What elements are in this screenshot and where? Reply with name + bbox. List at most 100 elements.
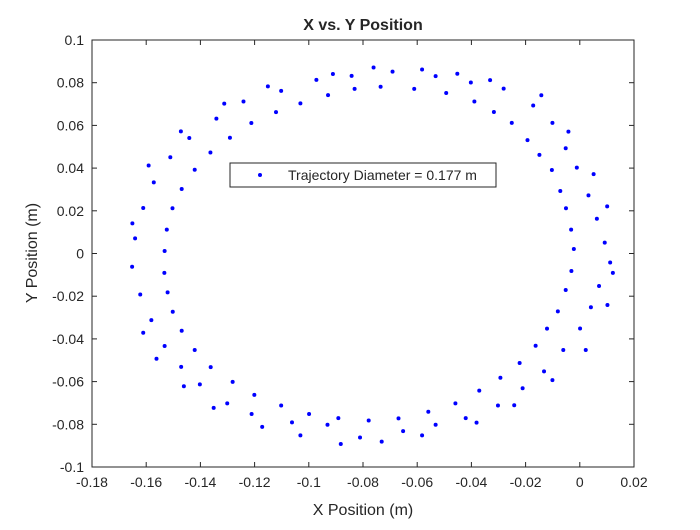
data-point xyxy=(241,99,246,104)
x-tick-label: -0.04 xyxy=(455,474,487,490)
data-point xyxy=(149,318,154,323)
data-point xyxy=(433,74,438,79)
data-point xyxy=(574,165,579,170)
data-point xyxy=(578,326,583,331)
legend: Trajectory Diameter = 0.177 m xyxy=(229,162,497,188)
x-tick-label: -0.16 xyxy=(130,474,162,490)
data-point xyxy=(141,206,146,211)
data-point xyxy=(274,110,279,115)
data-point xyxy=(197,382,202,387)
data-point xyxy=(558,188,563,193)
y-tick-label: 0.06 xyxy=(57,117,84,133)
legend-marker xyxy=(258,173,262,177)
data-point xyxy=(179,187,184,192)
x-axis-label: X Position (m) xyxy=(313,502,413,519)
data-point xyxy=(181,384,186,389)
data-point xyxy=(358,435,363,440)
data-point xyxy=(608,260,613,265)
data-point xyxy=(379,439,384,444)
data-point xyxy=(192,348,197,353)
data-point xyxy=(165,290,170,295)
data-point xyxy=(569,269,574,274)
legend-entry: Trajectory Diameter = 0.177 m xyxy=(288,167,477,183)
data-point xyxy=(326,93,331,98)
data-point xyxy=(453,401,458,406)
data-point xyxy=(170,206,175,211)
data-point xyxy=(366,418,371,423)
data-point xyxy=(545,326,550,331)
data-point xyxy=(537,152,542,157)
data-point xyxy=(477,388,482,393)
data-point xyxy=(426,409,431,414)
data-point xyxy=(498,375,503,380)
y-tick-label: -0.06 xyxy=(52,374,84,390)
data-point xyxy=(520,386,525,391)
data-point xyxy=(563,146,568,151)
data-point xyxy=(550,378,555,383)
data-point xyxy=(472,99,477,104)
data-point xyxy=(495,403,500,408)
data-point xyxy=(211,405,216,410)
data-point xyxy=(433,422,438,427)
data-point xyxy=(401,429,406,434)
data-point xyxy=(605,204,610,209)
data-point xyxy=(133,236,138,241)
ticks-layer: -0.18 -0.16 -0.14 -0.12 -0.1 -0.08 -0.06 -0.04 -… xyxy=(52,32,648,490)
data-point xyxy=(154,356,159,361)
data-point xyxy=(474,420,479,425)
data-point xyxy=(227,135,232,140)
data-point xyxy=(336,416,341,421)
data-point xyxy=(208,365,213,370)
data-point xyxy=(610,270,615,275)
data-point xyxy=(549,168,554,173)
data-point xyxy=(563,206,568,211)
data-point xyxy=(468,80,473,85)
data-point xyxy=(222,101,227,106)
data-point xyxy=(162,343,167,348)
data-point xyxy=(230,379,235,384)
data-point xyxy=(249,412,254,417)
data-point xyxy=(463,416,468,421)
data-point xyxy=(488,78,493,83)
x-tick-label: -0.18 xyxy=(76,474,108,490)
data-point xyxy=(517,361,522,366)
data-point xyxy=(352,86,357,91)
data-point xyxy=(178,129,183,134)
data-point xyxy=(597,283,602,288)
data-point xyxy=(561,348,566,353)
data-point xyxy=(289,420,294,425)
data-point xyxy=(307,412,312,417)
data-point xyxy=(444,90,449,95)
data-point xyxy=(555,309,560,314)
data-point xyxy=(192,167,197,172)
x-tick-label: -0.12 xyxy=(239,474,271,490)
x-tick-label: 0 xyxy=(576,474,584,490)
data-point xyxy=(542,369,547,374)
data-point xyxy=(412,86,417,91)
data-points-layer xyxy=(130,65,615,446)
y-tick-label: -0.02 xyxy=(52,288,84,304)
data-point xyxy=(531,103,536,108)
data-point xyxy=(279,88,284,93)
data-point xyxy=(420,67,425,72)
data-point xyxy=(566,129,571,134)
data-point xyxy=(265,84,270,89)
data-point xyxy=(164,227,169,232)
data-point xyxy=(569,227,574,232)
legend-box xyxy=(229,162,497,188)
data-point xyxy=(249,121,254,126)
data-point xyxy=(390,69,395,74)
data-point xyxy=(252,392,257,397)
data-point xyxy=(214,116,219,121)
y-tick-label: 0.04 xyxy=(57,160,84,176)
data-point xyxy=(378,84,383,89)
data-point xyxy=(605,302,610,307)
data-point xyxy=(371,65,376,70)
data-point xyxy=(491,109,496,114)
data-point xyxy=(512,403,517,408)
data-point xyxy=(314,77,319,82)
data-point xyxy=(594,216,599,221)
data-point xyxy=(588,305,593,310)
